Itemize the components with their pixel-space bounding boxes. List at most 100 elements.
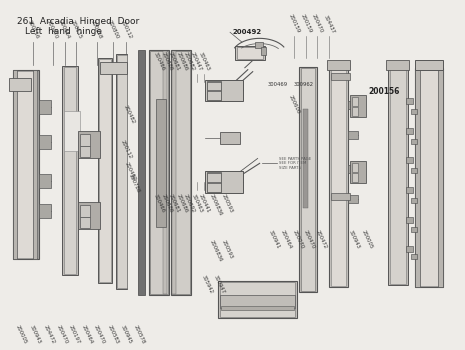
Bar xyxy=(99,59,111,282)
Text: 200464: 200464 xyxy=(279,230,292,250)
Text: 200492: 200492 xyxy=(233,29,262,35)
Text: 200482: 200482 xyxy=(123,104,136,125)
Text: 200197: 200197 xyxy=(68,324,81,344)
Text: 200158: 200158 xyxy=(90,20,103,40)
Bar xyxy=(386,60,410,70)
Bar xyxy=(220,132,240,143)
Bar xyxy=(33,70,37,259)
Bar xyxy=(150,51,168,294)
Bar xyxy=(139,50,145,294)
Bar xyxy=(206,79,243,101)
Bar xyxy=(207,91,221,100)
Bar xyxy=(80,205,90,217)
Text: Left  hand  hinge: Left hand hinge xyxy=(25,27,102,36)
Bar xyxy=(350,95,366,117)
Bar xyxy=(348,195,358,203)
Bar xyxy=(156,99,166,228)
Bar xyxy=(412,168,418,173)
Bar xyxy=(405,217,413,223)
Bar xyxy=(117,55,126,288)
Bar xyxy=(438,68,443,287)
Text: 200159: 200159 xyxy=(288,14,301,34)
Bar xyxy=(207,183,221,192)
Bar xyxy=(352,107,358,116)
Text: 200593: 200593 xyxy=(220,239,233,260)
Bar xyxy=(405,98,413,104)
Text: 200482: 200482 xyxy=(124,161,137,182)
Bar xyxy=(352,97,358,106)
Text: 200686: 200686 xyxy=(175,193,189,214)
Bar xyxy=(13,70,17,259)
Text: 200464: 200464 xyxy=(80,324,94,344)
Bar xyxy=(260,47,266,55)
Bar xyxy=(39,135,51,149)
Text: 300466: 300466 xyxy=(153,193,166,213)
Bar xyxy=(149,50,169,294)
Bar xyxy=(331,193,350,200)
Text: 200681: 200681 xyxy=(168,193,181,214)
Text: 300943: 300943 xyxy=(347,230,360,250)
Bar xyxy=(331,69,346,286)
Text: 200447: 200447 xyxy=(190,51,203,72)
Text: 300941: 300941 xyxy=(267,230,280,250)
Bar xyxy=(172,51,176,294)
Bar xyxy=(64,111,80,150)
Bar xyxy=(221,306,294,310)
Bar xyxy=(64,67,76,274)
Text: 200600: 200600 xyxy=(287,94,301,115)
Text: 305942: 305942 xyxy=(201,275,214,295)
Bar xyxy=(163,51,167,294)
Text: 300463: 300463 xyxy=(190,193,203,213)
Bar xyxy=(348,101,358,109)
Bar xyxy=(39,204,51,218)
Text: 200800: 200800 xyxy=(107,20,120,40)
Bar xyxy=(100,62,127,74)
Bar xyxy=(207,172,221,192)
Bar xyxy=(172,51,190,294)
Bar xyxy=(388,68,407,285)
Bar xyxy=(98,58,112,283)
Text: 200005: 200005 xyxy=(15,324,28,344)
Text: 200112: 200112 xyxy=(120,139,133,160)
Bar xyxy=(116,54,127,289)
Bar xyxy=(412,139,418,143)
Bar xyxy=(78,131,100,159)
Text: 200686: 200686 xyxy=(161,51,174,72)
Text: 200470: 200470 xyxy=(93,324,106,344)
Text: 200470: 200470 xyxy=(55,324,68,344)
Bar xyxy=(207,82,221,90)
Bar xyxy=(405,187,413,193)
Text: 2006836: 2006836 xyxy=(209,239,224,263)
Text: 200115: 200115 xyxy=(70,20,83,40)
Bar xyxy=(80,134,90,146)
Bar xyxy=(326,60,350,70)
Text: 200156: 200156 xyxy=(368,87,399,96)
Text: SEE PARTS PAGE
SEE FOR ITEM
SIZE PARTS: SEE PARTS PAGE SEE FOR ITEM SIZE PARTS xyxy=(279,157,312,170)
Bar xyxy=(62,66,78,275)
Bar xyxy=(235,46,265,60)
Text: 200470: 200470 xyxy=(303,230,316,250)
Bar xyxy=(329,68,348,287)
Bar xyxy=(415,68,420,287)
Bar xyxy=(352,173,358,182)
Text: 200464: 200464 xyxy=(58,20,71,40)
Bar xyxy=(207,80,221,100)
Text: 200472: 200472 xyxy=(314,230,327,250)
Bar xyxy=(415,60,443,70)
Text: 200112: 200112 xyxy=(120,20,133,40)
Text: 300962: 300962 xyxy=(294,82,314,87)
Text: 200593: 200593 xyxy=(220,193,233,213)
Text: 304437: 304437 xyxy=(322,14,335,34)
Bar xyxy=(9,78,31,91)
Bar xyxy=(352,163,358,172)
Text: 300463: 300463 xyxy=(198,51,211,72)
Bar xyxy=(39,174,51,188)
Text: 200070: 200070 xyxy=(292,230,305,250)
Bar xyxy=(14,71,38,258)
Text: 200470: 200470 xyxy=(46,20,60,40)
Text: 300947: 300947 xyxy=(212,275,225,295)
Bar xyxy=(39,100,51,114)
Bar xyxy=(390,69,405,284)
Bar xyxy=(220,282,295,317)
Bar xyxy=(301,68,315,290)
